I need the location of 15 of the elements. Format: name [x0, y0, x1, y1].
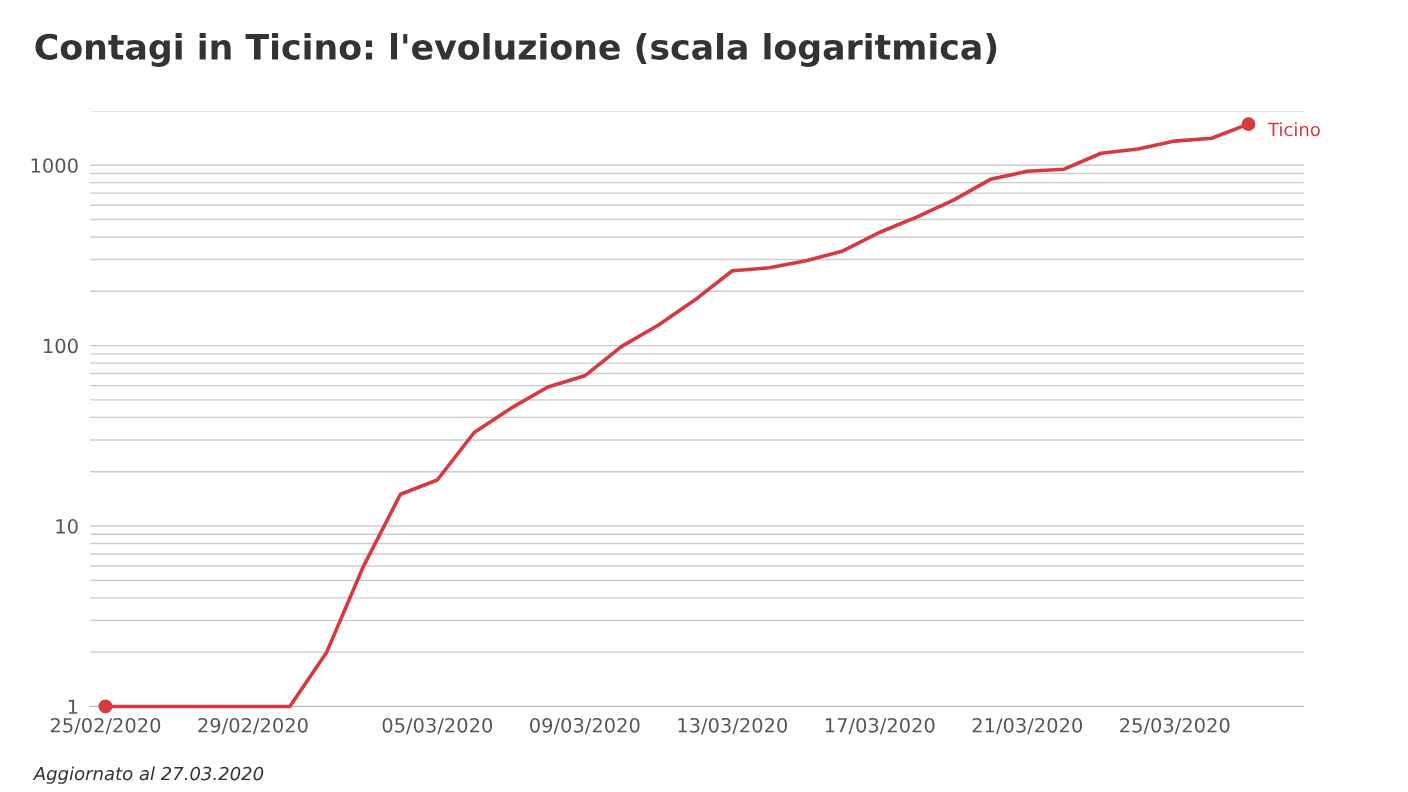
y-tick-label: 10 — [56, 519, 78, 534]
x-tick-label: 13/03/2020 — [678, 717, 788, 735]
y-tick-label: 1000 — [31, 158, 78, 173]
text: Aggiornato al 27.03.2020 — [32, 766, 264, 784]
y-tick-label: 1 — [68, 699, 78, 714]
series-label: Ticino — [1267, 122, 1320, 137]
x-tick-label: 25/03/2020 — [1120, 717, 1230, 735]
x-tick-label: 09/03/2020 — [530, 717, 640, 735]
x-tick-label: 25/02/2020 — [50, 717, 161, 735]
chart-title: Contagi in Ticino: l'evoluzione (scala logaritmica) — [35, 33, 997, 67]
x-tick-label: 05/03/2020 — [382, 717, 493, 735]
y-tick-label: 100 — [44, 338, 78, 354]
x-tick-label: 21/03/2020 — [972, 717, 1083, 735]
x-tick-label: 29/02/2020 — [198, 717, 308, 735]
x-tick-label: 17/03/2020 — [825, 717, 935, 735]
